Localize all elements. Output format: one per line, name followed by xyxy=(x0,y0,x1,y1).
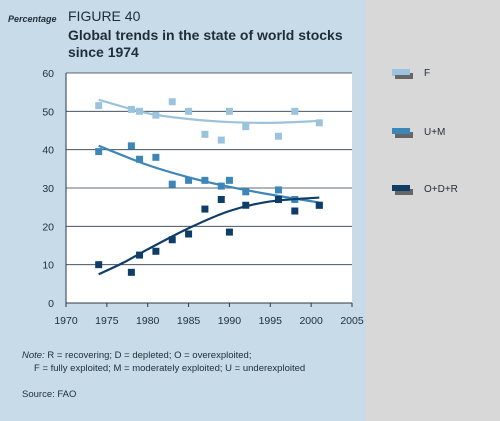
x-tick-label: 2000 xyxy=(299,315,323,327)
chart-note: Note: R = recovering; D = depleted; O = … xyxy=(22,349,305,375)
data-point-odr xyxy=(185,230,193,238)
data-point-um xyxy=(185,176,193,184)
x-tick-label: 1990 xyxy=(218,315,242,327)
data-point-um xyxy=(168,180,176,188)
data-point-odr xyxy=(95,261,103,269)
data-point-odr xyxy=(315,201,323,209)
data-point-odr xyxy=(127,268,135,276)
legend-label-odr: O+D+R xyxy=(424,184,458,195)
data-point-f xyxy=(225,107,233,115)
data-point-f xyxy=(95,102,103,110)
data-point-f xyxy=(315,119,323,127)
y-tick-label: 30 xyxy=(42,183,54,195)
data-point-f xyxy=(136,107,144,115)
data-point-odr xyxy=(136,251,144,259)
y-tick-label: 40 xyxy=(42,145,54,157)
chart-source: Source: FAO xyxy=(22,389,77,400)
data-point-um xyxy=(152,153,160,161)
legend-label-f: F xyxy=(424,68,431,79)
legend-swatch-odr xyxy=(392,185,413,195)
data-point-um xyxy=(201,176,209,184)
chart-title: Global trends in the state of world stoc… xyxy=(68,27,343,60)
data-point-f xyxy=(127,105,135,113)
data-point-odr xyxy=(201,205,209,213)
note-line-1: R = recovering; D = depleted; O = overex… xyxy=(44,350,252,361)
data-point-f xyxy=(201,130,209,138)
legend-panel xyxy=(366,0,500,421)
data-point-um xyxy=(274,186,282,194)
data-point-f xyxy=(274,132,282,140)
data-point-f xyxy=(217,136,225,144)
data-point-f xyxy=(242,123,250,131)
y-tick-label: 20 xyxy=(42,221,54,233)
note-line-2: F = fully exploited; M = moderately expl… xyxy=(34,363,306,374)
data-point-odr xyxy=(225,228,233,236)
trendline-odr xyxy=(98,196,320,276)
y-axis-title: Percentage xyxy=(8,14,57,24)
chart-svg: 0 10 20 30 40 50 60 1970 1975 1980 1985 1990 1995 200… xyxy=(42,68,364,327)
data-point-odr xyxy=(274,196,282,203)
data-point-f xyxy=(168,98,176,106)
data-point-um xyxy=(217,182,225,190)
y-tick-label: 50 xyxy=(42,106,54,118)
x-tick-label: 1995 xyxy=(259,315,283,327)
note-prefix: Note: xyxy=(22,350,45,361)
trendline-f xyxy=(98,98,320,124)
data-point-odr xyxy=(152,247,160,255)
x-tick-label: 1975 xyxy=(95,315,119,327)
data-point-f xyxy=(152,111,160,119)
data-point-um xyxy=(225,176,233,184)
data-point-um xyxy=(136,155,144,163)
data-point-odr xyxy=(168,236,176,244)
data-point-odr xyxy=(217,196,225,203)
legend-item-odr: O+D+R xyxy=(392,183,492,199)
legend-label-um: U+M xyxy=(424,127,446,138)
legend-swatch-f xyxy=(392,69,413,79)
x-tick-label: 1980 xyxy=(136,315,160,327)
legend-swatch-um xyxy=(392,128,413,138)
x-tick-label: 1985 xyxy=(177,315,201,327)
x-tick-label: 1970 xyxy=(54,315,78,327)
y-tick-label: 0 xyxy=(48,298,54,310)
data-point-f xyxy=(185,107,193,115)
x-tick-label: 2005 xyxy=(340,315,364,327)
legend-item-um: U+M xyxy=(392,126,492,142)
data-point-odr xyxy=(291,207,299,215)
y-tick-label: 10 xyxy=(42,260,54,272)
y-tick-label: 60 xyxy=(42,68,54,80)
data-point-odr xyxy=(242,201,250,209)
trendline-um xyxy=(98,144,320,204)
data-point-um xyxy=(95,148,103,156)
data-point-f xyxy=(291,107,299,115)
legend-item-f: F xyxy=(392,67,492,83)
data-point-um xyxy=(127,142,135,150)
data-point-um xyxy=(242,188,250,196)
figure-number: FIGURE 40 xyxy=(68,8,141,24)
